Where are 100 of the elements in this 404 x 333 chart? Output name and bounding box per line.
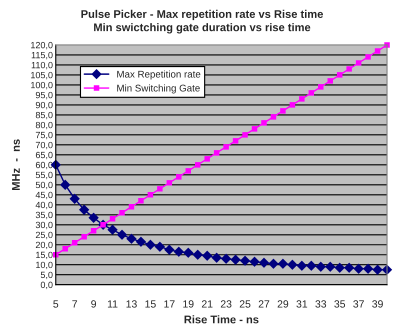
point — [325, 262, 336, 272]
point — [280, 108, 286, 114]
point — [145, 240, 156, 250]
point — [186, 168, 192, 174]
point — [344, 262, 354, 273]
y-tick-label: 35,0 — [36, 212, 53, 220]
point — [250, 256, 260, 267]
point — [287, 260, 298, 270]
point — [60, 180, 70, 190]
y-tick-label: 95,0 — [36, 92, 53, 100]
y-tick-label: 100,0 — [31, 82, 53, 90]
y-tick-label: 60,0 — [36, 162, 53, 170]
point — [356, 60, 362, 66]
point — [192, 250, 203, 260]
point — [240, 256, 250, 266]
point — [336, 72, 342, 78]
y-tick-label: 50,0 — [36, 182, 53, 190]
point — [261, 120, 267, 126]
point — [354, 264, 364, 274]
point — [72, 240, 78, 246]
point — [183, 248, 194, 258]
x-tick-label: 25 — [240, 300, 250, 308]
point — [214, 150, 220, 156]
point — [79, 204, 90, 215]
y-tick-label: 30,0 — [36, 222, 53, 230]
point — [136, 236, 146, 247]
y-tick-label: 5,0 — [40, 272, 53, 280]
point — [128, 204, 134, 210]
point — [81, 234, 87, 240]
y-tick-label: 105,0 — [31, 72, 53, 80]
point — [110, 216, 116, 222]
point — [157, 186, 163, 192]
point — [90, 228, 96, 234]
point — [138, 198, 144, 204]
point — [365, 54, 371, 60]
point — [148, 192, 154, 198]
y-tick-label: 25,0 — [36, 232, 53, 240]
point — [88, 212, 99, 223]
y-tick-label: 120,0 — [31, 42, 53, 50]
y-tick-label: 20,0 — [36, 242, 53, 250]
y-tick-label: 65,0 — [36, 152, 53, 160]
point — [119, 210, 125, 216]
point — [316, 262, 326, 272]
point — [230, 254, 241, 265]
y-tick-label: 0,0 — [40, 282, 53, 290]
legend-label: Min Switching Gate — [117, 84, 200, 94]
point — [278, 258, 288, 269]
point — [290, 102, 296, 108]
x-tick-label: 9 — [91, 300, 96, 308]
x-tick-label: 37 — [353, 300, 364, 308]
y-tick-label: 75,0 — [36, 132, 53, 140]
x-tick-label: 27 — [258, 300, 270, 308]
y-tick-label: 90,0 — [36, 102, 53, 110]
point — [328, 78, 333, 84]
point — [166, 180, 172, 186]
y-tick-label: 85,0 — [36, 112, 53, 120]
x-tick-label: 35 — [334, 300, 346, 308]
point — [242, 132, 248, 138]
y-tick-label: 110,0 — [32, 62, 53, 70]
y-tick-label: 55,0 — [36, 172, 53, 180]
x-tick-label: 21 — [202, 300, 212, 308]
point — [154, 242, 165, 252]
point — [223, 144, 229, 150]
point — [363, 264, 374, 274]
point — [268, 258, 278, 269]
x-tick-label: 39 — [372, 300, 383, 308]
y-tick-label: 40,0 — [36, 202, 53, 210]
y-tick-label: 45,0 — [36, 192, 53, 200]
y-axis-title: MHz - ns — [12, 139, 20, 190]
point — [259, 258, 269, 268]
point — [204, 156, 210, 162]
point — [117, 230, 127, 240]
x-tick-label: 31 — [296, 300, 308, 308]
y-tick-label: 80,0 — [36, 122, 53, 130]
legend-label: Max Repetition rate — [117, 70, 200, 80]
chart-subtitle: Min swictching gate duration vs rise time — [94, 23, 310, 34]
point — [212, 252, 222, 263]
point — [62, 246, 68, 252]
x-tick-label: 7 — [72, 300, 78, 308]
y-tick-label: 115,0 — [32, 52, 53, 60]
x-tick-label: 5 — [53, 300, 58, 308]
y-tick-label: 10,0 — [36, 262, 53, 270]
x-tick-label: 19 — [183, 300, 194, 308]
point — [176, 174, 182, 180]
point — [202, 250, 212, 261]
point — [296, 260, 307, 271]
x-tick-label: 29 — [278, 300, 288, 308]
y-tick-label: 15,0 — [36, 252, 53, 260]
point — [308, 90, 314, 96]
x-tick-label: 13 — [126, 300, 137, 308]
point — [126, 234, 136, 244]
x-tick-label: 23 — [220, 300, 232, 308]
point — [174, 246, 184, 257]
point — [164, 244, 174, 255]
x-tick-label: 17 — [164, 300, 175, 308]
y-tick-label: 70,0 — [36, 142, 53, 150]
point — [334, 262, 345, 273]
point — [318, 84, 324, 90]
point — [232, 138, 238, 144]
x-tick-label: 33 — [315, 300, 326, 308]
